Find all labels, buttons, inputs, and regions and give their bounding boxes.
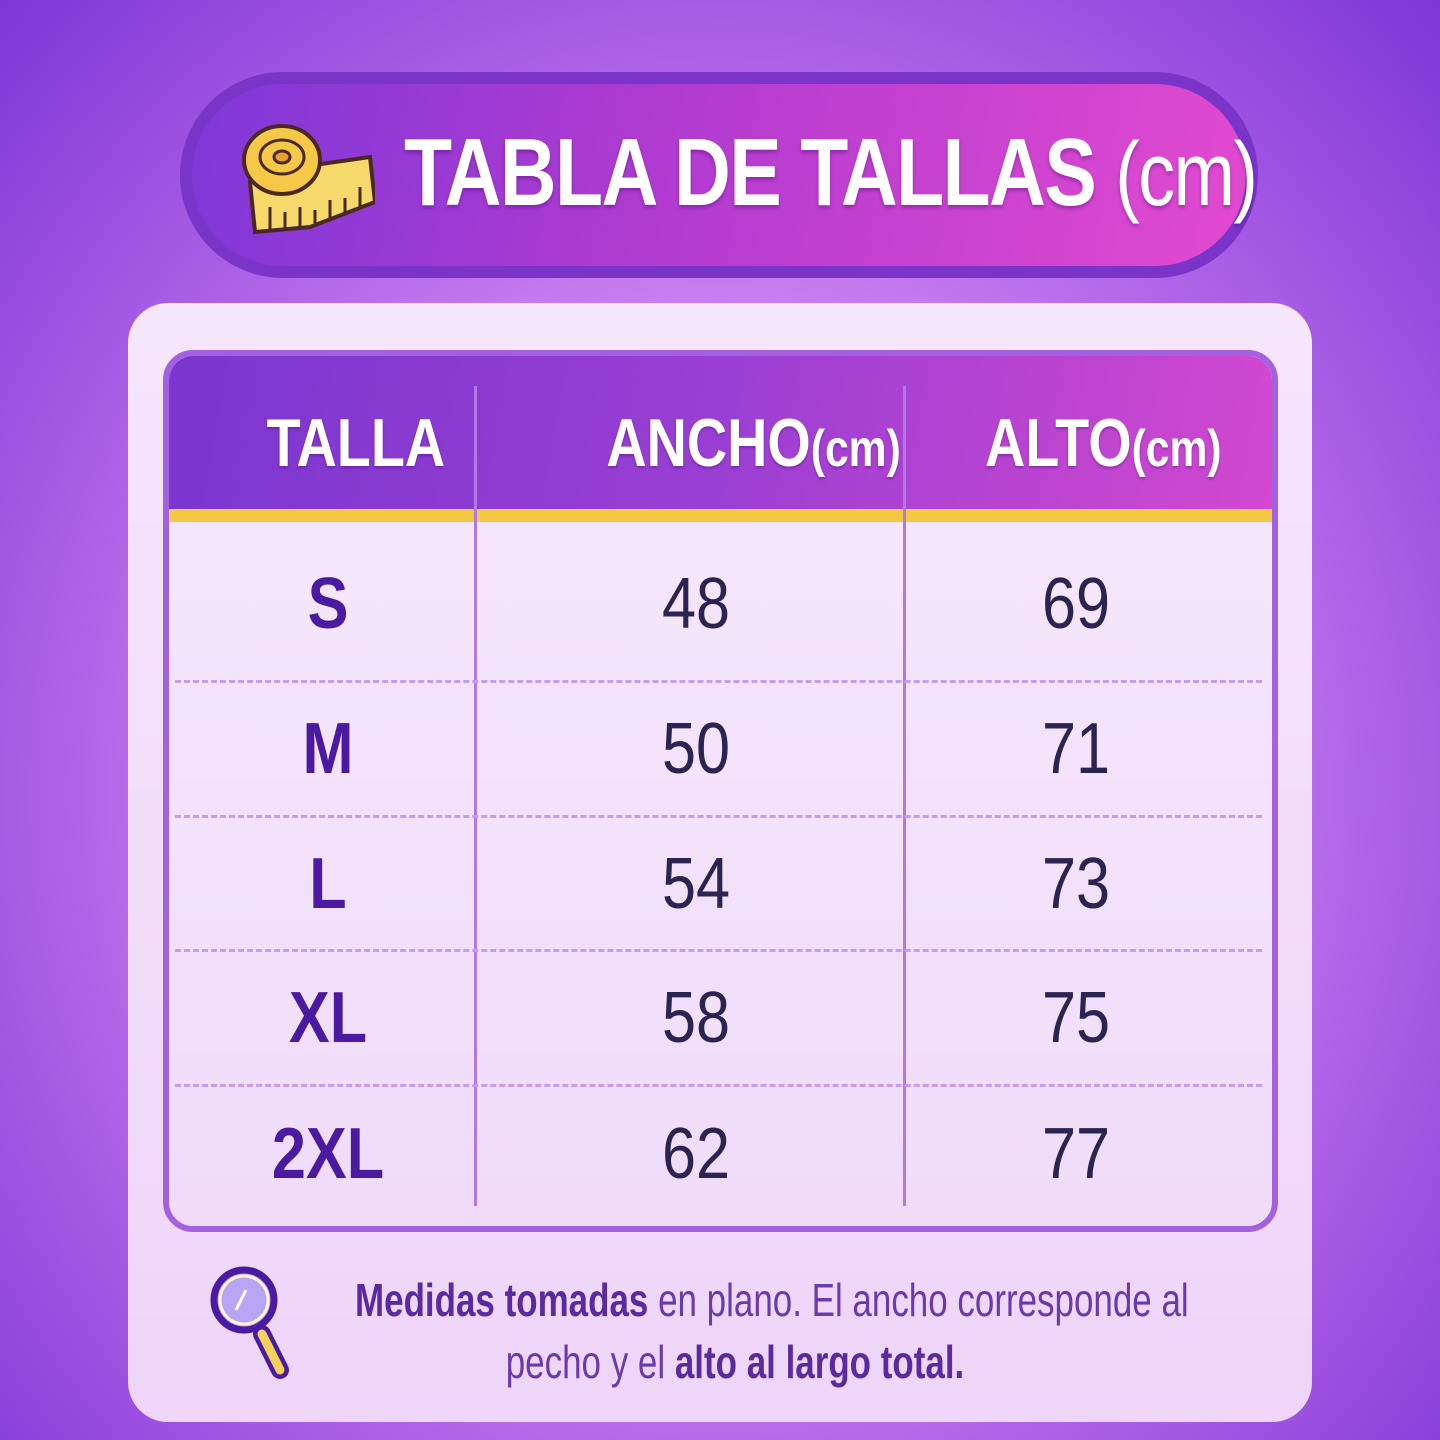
- size-cell: M: [302, 709, 354, 789]
- table-header: TALLA ANCHO(cm) ALTO(cm): [169, 356, 1272, 522]
- size-cell: 2XL: [271, 1113, 385, 1194]
- table-row: L 54 73: [175, 818, 1262, 952]
- size-table: TALLA ANCHO(cm) ALTO(cm) S 48 69 M 50 71 L 54 73…: [163, 350, 1278, 1232]
- alto-cell: 75: [1041, 978, 1111, 1058]
- column-divider: [474, 386, 477, 1206]
- size-cell: XL: [288, 978, 368, 1058]
- ancho-cell: 48: [661, 564, 731, 644]
- ancho-cell: 54: [661, 843, 731, 924]
- column-divider: [903, 386, 906, 1206]
- ancho-cell: 50: [661, 709, 731, 789]
- ancho-cell: 58: [661, 978, 731, 1058]
- alto-cell: 71: [1041, 709, 1111, 789]
- title-banner: TABLA DE TALLAS (cm): [180, 72, 1258, 278]
- column-header-alto: ALTO(cm): [984, 405, 1222, 481]
- column-header-talla: TALLA: [266, 405, 446, 481]
- page-title: TABLA DE TALLAS (cm): [404, 119, 1258, 226]
- column-header-ancho: ANCHO(cm): [606, 405, 901, 481]
- alto-cell: 77: [1041, 1113, 1111, 1194]
- alto-cell: 73: [1041, 843, 1111, 924]
- note-line-2: pecho y el alto al largo total.: [505, 1336, 965, 1388]
- size-cell: S: [307, 564, 349, 644]
- alto-cell: 69: [1041, 564, 1111, 644]
- table-row: XL 58 75: [175, 952, 1262, 1087]
- table-row: M 50 71: [175, 683, 1262, 818]
- ancho-cell: 62: [661, 1113, 731, 1194]
- table-row: S 48 69: [175, 528, 1262, 683]
- measuring-tape-icon: [242, 124, 375, 235]
- note-line-1: Medidas tomadas en plano. El ancho corre…: [355, 1274, 1189, 1326]
- table-row: 2XL 62 77: [175, 1087, 1262, 1220]
- magnifier-icon: [210, 1266, 289, 1379]
- size-cell: L: [309, 843, 347, 924]
